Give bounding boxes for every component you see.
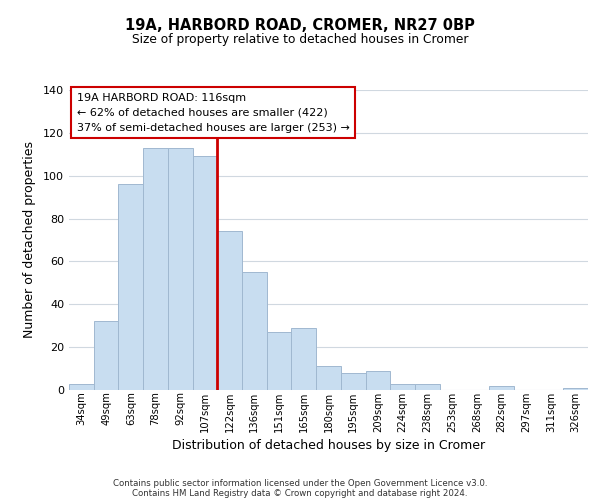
Bar: [94, 322, 118, 390]
Bar: [415, 384, 440, 390]
Bar: [489, 386, 514, 390]
Bar: [69, 384, 94, 390]
Text: Contains HM Land Registry data © Crown copyright and database right 2024.: Contains HM Land Registry data © Crown c…: [132, 488, 468, 498]
Bar: [316, 366, 341, 390]
Bar: [143, 148, 168, 390]
Bar: [242, 272, 267, 390]
Bar: [168, 148, 193, 390]
Bar: [365, 370, 390, 390]
Y-axis label: Number of detached properties: Number of detached properties: [23, 142, 36, 338]
Bar: [217, 232, 242, 390]
Bar: [390, 384, 415, 390]
Text: Contains public sector information licensed under the Open Government Licence v3: Contains public sector information licen…: [113, 478, 487, 488]
Bar: [267, 332, 292, 390]
Bar: [292, 328, 316, 390]
Text: Size of property relative to detached houses in Cromer: Size of property relative to detached ho…: [132, 32, 468, 46]
Text: 19A HARBORD ROAD: 116sqm
← 62% of detached houses are smaller (422)
37% of semi-: 19A HARBORD ROAD: 116sqm ← 62% of detach…: [77, 93, 350, 132]
Bar: [118, 184, 143, 390]
X-axis label: Distribution of detached houses by size in Cromer: Distribution of detached houses by size …: [172, 438, 485, 452]
Bar: [341, 373, 365, 390]
Bar: [193, 156, 217, 390]
Bar: [563, 388, 588, 390]
Text: 19A, HARBORD ROAD, CROMER, NR27 0BP: 19A, HARBORD ROAD, CROMER, NR27 0BP: [125, 18, 475, 32]
